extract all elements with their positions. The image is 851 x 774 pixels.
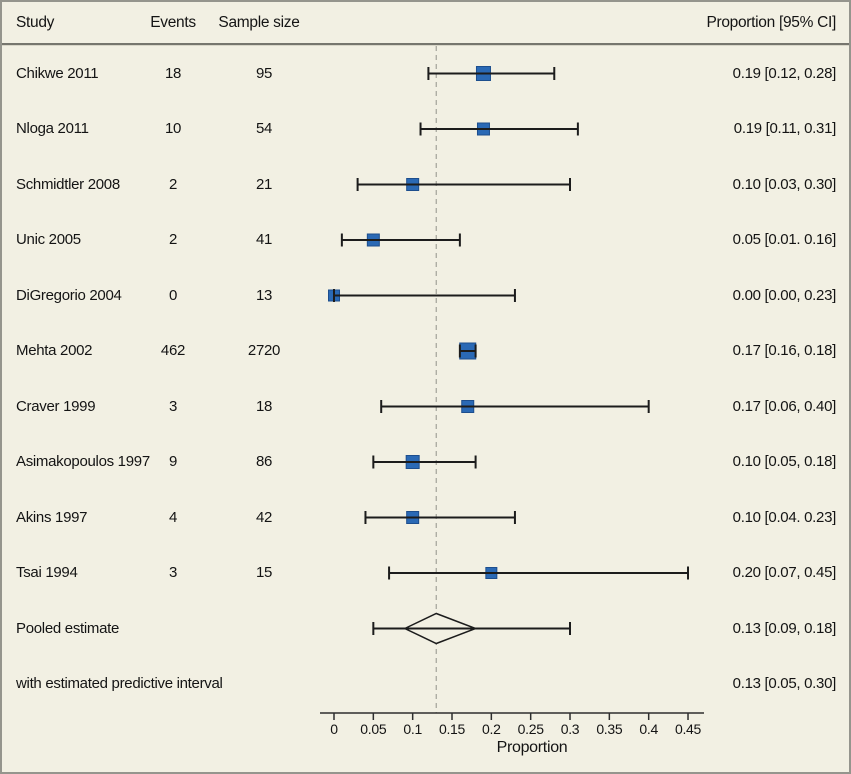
study-label: Schmidtler 2008	[16, 175, 120, 193]
x-tick-label: 0	[330, 721, 338, 737]
header-divider	[2, 43, 849, 46]
study-label: Akins 1997	[16, 508, 88, 526]
pooled-label: Pooled estimate	[16, 619, 120, 637]
events-value: 9	[168, 453, 178, 470]
column-header-sample-size: Sample size	[218, 14, 300, 31]
ci-text: 0.10 [0.05, 0.18]	[732, 453, 837, 470]
ci-text: 0.20 [0.07, 0.45]	[732, 564, 837, 581]
study-label: Asimakopoulos 1997	[16, 453, 150, 470]
x-tick-label: 0.05	[360, 721, 387, 737]
sample-size-value: 95	[255, 64, 273, 82]
x-tick-label: 0.1	[403, 721, 422, 737]
x-tick-label: 0.4	[639, 721, 658, 737]
study-label: DiGregorio 2004	[16, 286, 122, 304]
study-label: Unic 2005	[16, 231, 81, 248]
events-value: 3	[168, 397, 178, 415]
sample-size-value: 21	[255, 175, 273, 193]
sample-size-value: 15	[255, 564, 273, 581]
events-value: 3	[168, 564, 178, 581]
sample-size-value: 18	[255, 397, 273, 415]
predictive-ci-text: 0.13 [0.05, 0.30]	[732, 675, 837, 692]
events-value: 2	[168, 231, 178, 248]
ci-text: 0.00 [0.00, 0.23]	[732, 286, 837, 304]
events-value: 462	[160, 342, 186, 359]
study-label: Mehta 2002	[16, 342, 93, 359]
column-header-proportion-ci: Proportion [95% CI]	[706, 14, 836, 31]
ci-text: 0.10 [0.03, 0.30]	[732, 175, 837, 193]
ci-text: 0.17 [0.06, 0.40]	[732, 397, 837, 415]
x-tick-label: 0.25	[517, 721, 544, 737]
column-header-events: Events	[150, 14, 196, 31]
x-tick-label: 0.15	[438, 721, 466, 737]
x-tick-label: 0.3	[560, 721, 580, 737]
column-header-study: Study	[16, 14, 55, 31]
x-tick-label: 0.35	[596, 721, 623, 737]
x-tick-label: 0.45	[674, 721, 702, 737]
x-axis-label: Proportion	[496, 739, 568, 756]
events-value: 4	[168, 508, 178, 526]
events-value: 0	[168, 286, 178, 304]
ci-text: 0.05 [0.01. 0.16]	[732, 231, 837, 248]
sample-size-value: 42	[255, 508, 273, 526]
pooled-ci-text: 0.13 [0.09, 0.18]	[732, 619, 837, 637]
events-value: 18	[164, 64, 182, 82]
events-value: 10	[164, 120, 182, 137]
sample-size-value: 54	[255, 120, 273, 137]
study-label: Nloga 2011	[16, 120, 89, 137]
ci-text: 0.17 [0.16, 0.18]	[732, 342, 837, 359]
sample-size-value: 13	[255, 286, 273, 304]
sample-size-value: 41	[255, 231, 273, 248]
study-label: Chikwe 2011	[16, 64, 99, 82]
ci-text: 0.19 [0.12, 0.28]	[732, 64, 837, 82]
sample-size-value: 86	[255, 453, 273, 470]
study-label: Craver 1999	[16, 397, 96, 415]
study-label: Tsai 1994	[16, 564, 78, 581]
events-value: 2	[168, 175, 178, 193]
sample-size-value: 2720	[247, 342, 281, 359]
ci-text: 0.10 [0.04. 0.23]	[732, 508, 837, 526]
x-tick-label: 0.2	[482, 721, 501, 737]
ci-text: 0.19 [0.11, 0.31]	[733, 120, 837, 137]
predictive-label: with estimated predictive interval	[16, 675, 223, 692]
